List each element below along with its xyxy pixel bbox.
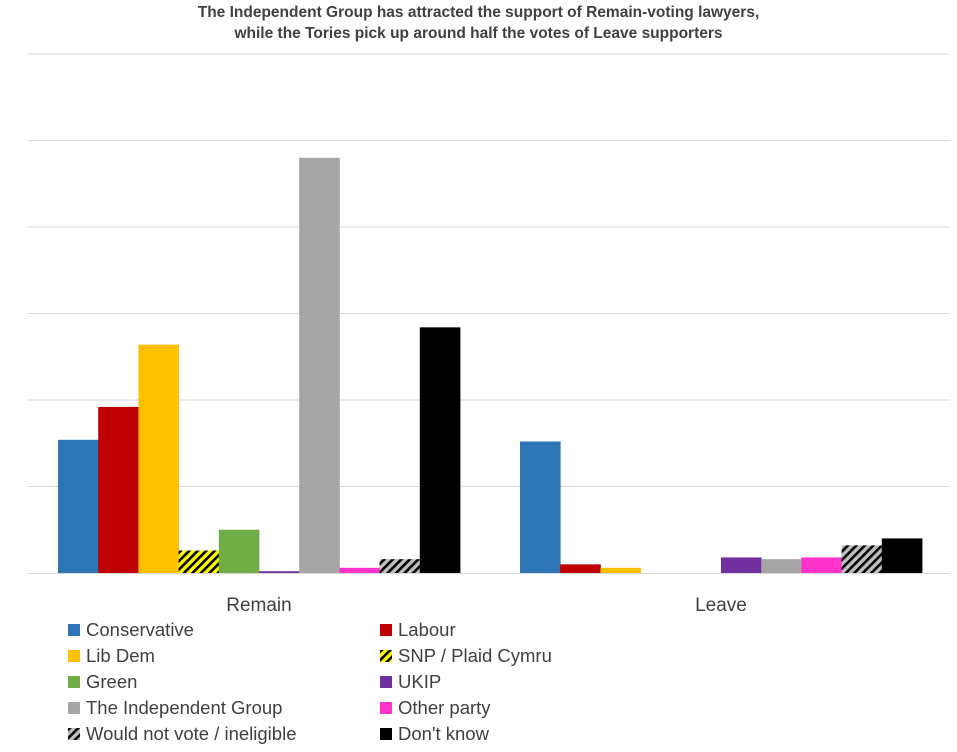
legend-swatch bbox=[380, 624, 392, 636]
legend-label: Don't know bbox=[398, 723, 489, 744]
bar-leave-conservative bbox=[520, 441, 561, 573]
bar-remain-lib-dem bbox=[138, 344, 179, 573]
legend-item-conservative: Conservative bbox=[68, 617, 194, 643]
bar-remain-green bbox=[218, 529, 260, 573]
category-labels: Remain Leave bbox=[226, 595, 747, 616]
bar-remain-ukip bbox=[259, 571, 300, 573]
bar-remain-labour bbox=[98, 406, 139, 573]
bar-remain-would-not-vote-ineligible bbox=[379, 559, 421, 573]
legend-item-the-independent-group: The Independent Group bbox=[68, 695, 282, 721]
legend-item-lib-dem: Lib Dem bbox=[68, 643, 155, 669]
legend-item-green: Green bbox=[68, 669, 137, 695]
bar-leave-lib-dem bbox=[600, 567, 641, 573]
legend-swatch bbox=[68, 624, 80, 636]
chart-title-line-2: while the Tories pick up around half the… bbox=[234, 25, 723, 42]
legend-item-other-party: Other party bbox=[380, 695, 491, 721]
chart-title-line-1: The Independent Group has attracted the … bbox=[197, 4, 760, 21]
legend-label: Green bbox=[86, 671, 138, 692]
bar-remain-conservative bbox=[58, 439, 99, 573]
bar-leave-other-party bbox=[801, 557, 842, 573]
legend-item-ukip: UKIP bbox=[380, 669, 441, 695]
legend-swatch bbox=[68, 650, 80, 662]
legend-swatch bbox=[68, 728, 80, 740]
legend-label: SNP / Plaid Cymru bbox=[398, 645, 552, 666]
category-label-remain: Remain bbox=[226, 595, 291, 616]
legend-item-labour: Labour bbox=[380, 617, 456, 643]
legend-label: Would not vote / ineligible bbox=[86, 723, 297, 744]
legend-item-snp-plaid-cymru: SNP / Plaid Cymru bbox=[380, 643, 552, 669]
legend-swatch bbox=[380, 650, 392, 662]
legend-swatch bbox=[68, 676, 80, 688]
legend-swatch bbox=[68, 702, 80, 714]
legend-item-would-not-vote-ineligible: Would not vote / ineligible bbox=[68, 721, 296, 747]
legend-swatch bbox=[380, 702, 392, 714]
chart-title: The Independent Group has attracted the … bbox=[0, 2, 957, 44]
bar-leave-ukip bbox=[721, 557, 762, 573]
gridlines bbox=[28, 53, 950, 487]
bar-leave-would-not-vote-ineligible bbox=[841, 545, 883, 573]
bars bbox=[58, 157, 923, 574]
legend-label: Lib Dem bbox=[86, 645, 155, 666]
category-label-leave: Leave bbox=[695, 595, 747, 616]
bar-remain-the-independent-group bbox=[299, 157, 340, 574]
legend-label: Other party bbox=[398, 697, 491, 718]
bar-leave-labour bbox=[560, 564, 601, 573]
bar-remain-don-t-know bbox=[419, 327, 461, 573]
bar-remain-other-party bbox=[339, 567, 380, 573]
legend-item-don-t-know: Don't know bbox=[380, 721, 489, 747]
legend-label: The Independent Group bbox=[86, 697, 283, 718]
legend-label: Conservative bbox=[86, 619, 194, 640]
bar-leave-don-t-know bbox=[881, 538, 923, 573]
bar-remain-snp-plaid-cymru bbox=[178, 550, 220, 573]
legend-swatch bbox=[380, 676, 392, 688]
bar-leave-the-independent-group bbox=[761, 559, 802, 573]
legend-label: Labour bbox=[398, 619, 456, 640]
legend-swatch bbox=[380, 728, 392, 740]
legend-label: UKIP bbox=[398, 671, 442, 692]
